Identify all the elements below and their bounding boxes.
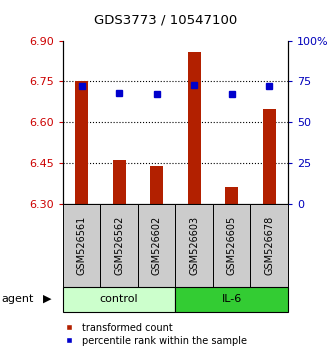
Text: GSM526562: GSM526562: [114, 216, 124, 275]
Text: agent: agent: [2, 294, 34, 304]
Bar: [75, 81, 88, 204]
Text: GDS3773 / 10547100: GDS3773 / 10547100: [94, 13, 237, 27]
Bar: [188, 52, 201, 204]
Text: GSM526602: GSM526602: [152, 216, 162, 275]
FancyBboxPatch shape: [213, 204, 251, 287]
Bar: [113, 160, 126, 204]
Bar: [263, 109, 276, 204]
FancyBboxPatch shape: [63, 204, 100, 287]
FancyBboxPatch shape: [251, 204, 288, 287]
Text: ▶: ▶: [43, 294, 52, 304]
FancyBboxPatch shape: [175, 287, 288, 312]
FancyBboxPatch shape: [138, 204, 175, 287]
FancyBboxPatch shape: [175, 204, 213, 287]
Text: GSM526561: GSM526561: [77, 216, 87, 275]
Text: GSM526678: GSM526678: [264, 216, 274, 275]
Legend: transformed count, percentile rank within the sample: transformed count, percentile rank withi…: [65, 323, 247, 346]
Text: IL-6: IL-6: [221, 294, 242, 304]
Bar: [225, 187, 238, 204]
FancyBboxPatch shape: [63, 287, 175, 312]
FancyBboxPatch shape: [100, 204, 138, 287]
Text: GSM526605: GSM526605: [227, 216, 237, 275]
Text: control: control: [100, 294, 138, 304]
Text: GSM526603: GSM526603: [189, 216, 199, 275]
Bar: [150, 166, 163, 204]
